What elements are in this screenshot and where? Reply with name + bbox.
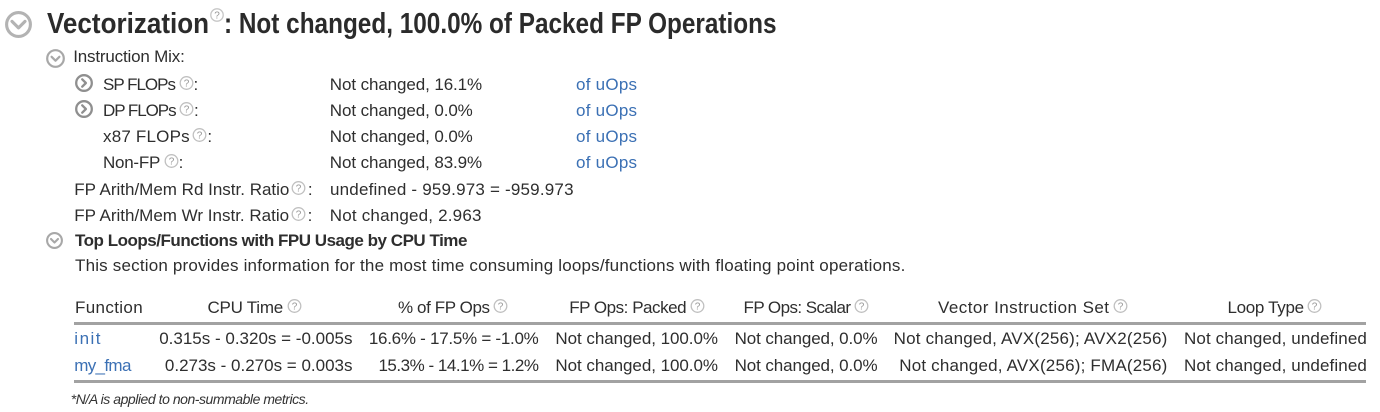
svg-text:?: ?	[859, 302, 865, 313]
svg-text:?: ?	[214, 11, 220, 22]
svg-text:?: ?	[292, 302, 298, 313]
svg-text:?: ?	[295, 209, 301, 220]
svg-text:?: ?	[497, 302, 503, 313]
svg-text:?: ?	[1118, 302, 1124, 313]
svg-text:?: ?	[184, 104, 190, 115]
svg-text:?: ?	[197, 130, 203, 141]
svg-text:?: ?	[296, 183, 302, 194]
svg-text:?: ?	[1311, 302, 1317, 313]
svg-text:?: ?	[694, 302, 700, 313]
svg-text:?: ?	[168, 156, 174, 167]
svg-text:?: ?	[183, 78, 189, 89]
